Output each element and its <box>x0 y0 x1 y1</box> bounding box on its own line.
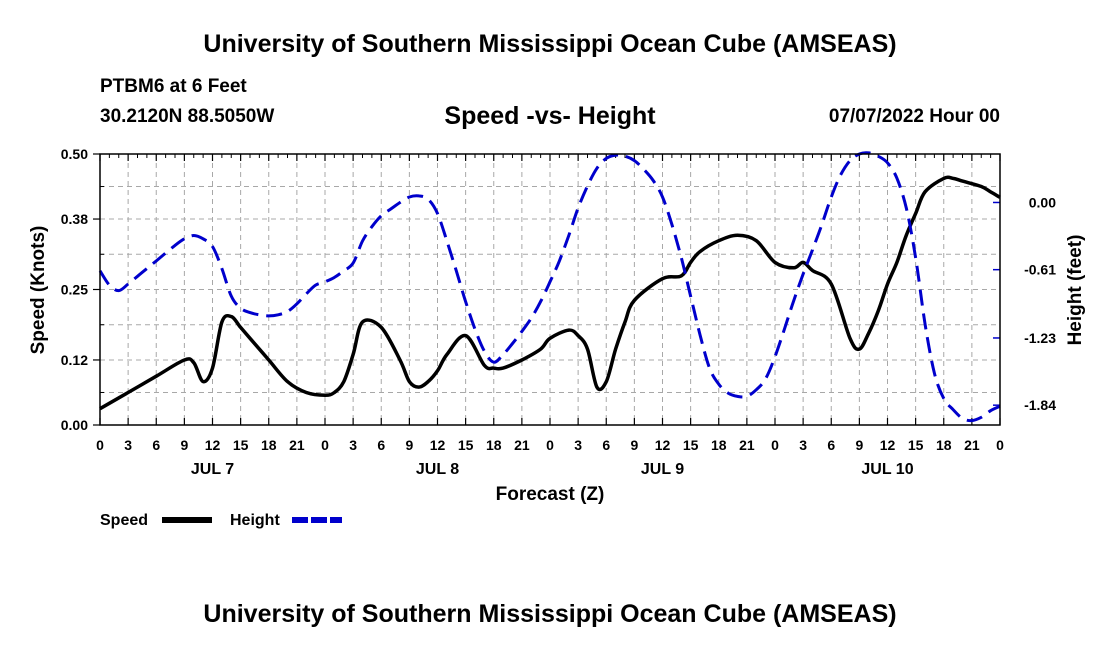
x-tick-label: 3 <box>574 437 582 453</box>
x-tick-label: 15 <box>458 437 474 453</box>
day-label: JUL 10 <box>861 461 913 478</box>
x-tick-label: 15 <box>683 437 699 453</box>
day-label: JUL 9 <box>641 461 684 478</box>
x-tick-label: 3 <box>124 437 132 453</box>
y2-tick-label: -0.61 <box>1024 262 1056 278</box>
y2-axis-title: Height (feet) <box>1065 235 1086 346</box>
x-tick-label: 0 <box>546 437 554 453</box>
x-tick-label: 0 <box>771 437 779 453</box>
y2-tick-label: -1.84 <box>1024 397 1056 413</box>
x-tick-label: 6 <box>827 437 835 453</box>
x-tick-label: 9 <box>180 437 188 453</box>
x-tick-label: 21 <box>289 437 305 453</box>
y2-tick-label: -1.23 <box>1024 330 1056 346</box>
y-axis-title: Speed (Knots) <box>28 226 49 355</box>
x-axis-title: Forecast (Z) <box>496 484 605 505</box>
x-tick-label: 0 <box>96 437 104 453</box>
x-tick-label: 9 <box>630 437 638 453</box>
coordinates-label: 30.2120N 88.5050W <box>100 106 275 127</box>
day-label: JUL 7 <box>191 461 234 478</box>
y-tick-label: 0.38 <box>61 211 88 227</box>
y-tick-label: 0.50 <box>61 146 88 162</box>
x-tick-label: 21 <box>514 437 530 453</box>
x-tick-label: 15 <box>233 437 249 453</box>
grid-lines <box>100 154 1000 425</box>
legend-label-height: Height <box>230 512 280 529</box>
legend: Speed Height <box>100 512 342 529</box>
x-tick-label: 12 <box>430 437 446 453</box>
x-tick-label: 21 <box>964 437 980 453</box>
x-tick-label: 18 <box>711 437 727 453</box>
x-tick-label: 6 <box>602 437 610 453</box>
y-tick-label: 0.12 <box>61 352 88 368</box>
y-tick-label: 0.25 <box>61 282 88 298</box>
x-tick-label: 12 <box>655 437 671 453</box>
chart-title: University of Southern Mississippi Ocean… <box>203 30 897 58</box>
x-tick-label: 12 <box>880 437 896 453</box>
y2-tick-label: 0.00 <box>1029 194 1056 210</box>
forecast-datetime: 07/07/2022 Hour 00 <box>828 106 1000 127</box>
x-tick-label: 6 <box>377 437 385 453</box>
axis-labels: 0 3 6 9 12 15 18 21 0 3 6 9 12 15 18 21 0 3 6 9 12 15 18 21 0 3 6 9… <box>28 146 1086 505</box>
x-tick-label: 6 <box>152 437 160 453</box>
x-tick-label: 0 <box>996 437 1004 453</box>
plot-frame <box>99 153 1001 426</box>
footer-title: University of Southern Mississippi Ocean… <box>203 600 897 628</box>
x-tick-label: 15 <box>908 437 924 453</box>
x-tick-label: 9 <box>405 437 413 453</box>
legend-label-speed: Speed <box>100 512 148 529</box>
x-tick-label: 18 <box>486 437 502 453</box>
x-tick-label: 0 <box>321 437 329 453</box>
x-tick-label: 3 <box>349 437 357 453</box>
series-layer <box>98 151 1001 423</box>
day-label: JUL 8 <box>416 461 459 478</box>
x-tick-label: 18 <box>261 437 277 453</box>
x-tick-label: 3 <box>799 437 807 453</box>
x-tick-label: 9 <box>855 437 863 453</box>
series-line-speed <box>99 175 1001 411</box>
series-line-height <box>98 151 1001 423</box>
y-tick-label: 0.00 <box>61 417 88 433</box>
x-tick-label: 21 <box>739 437 755 453</box>
x-tick-label: 18 <box>936 437 952 453</box>
station-label: PTBM6 at 6 Feet <box>100 76 247 97</box>
x-tick-label: 12 <box>205 437 221 453</box>
chart-subtitle: Speed -vs- Height <box>444 102 656 130</box>
